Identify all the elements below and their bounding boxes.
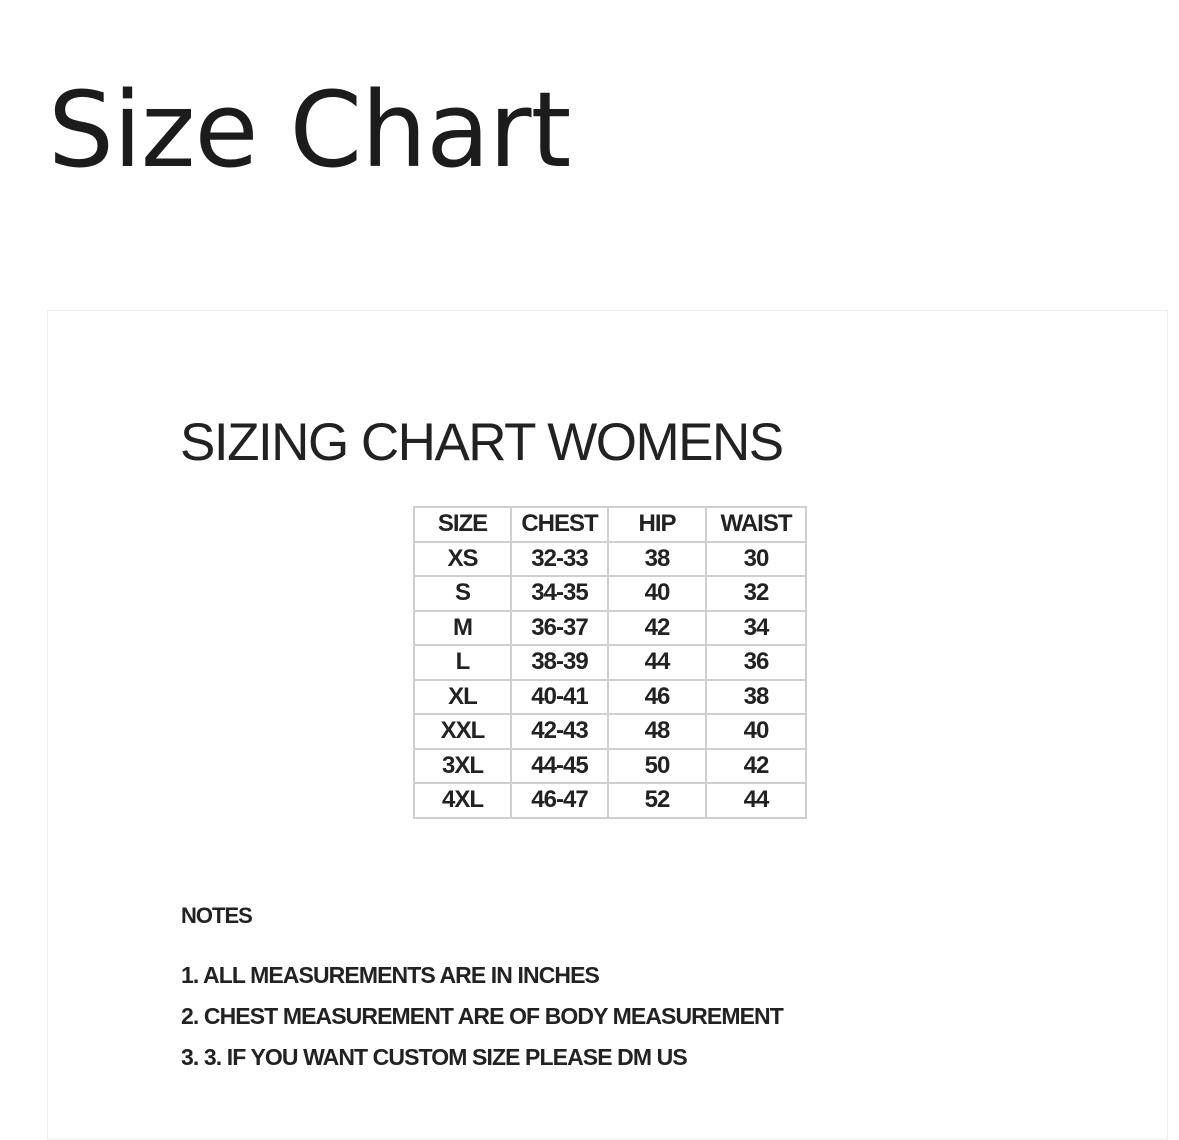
table-row: XL 40-41 46 38	[413, 678, 807, 715]
column-header: WAIST	[705, 506, 807, 543]
table-cell: S	[413, 575, 512, 612]
table-cell: 30	[705, 540, 807, 577]
table-cell: 34	[705, 609, 807, 646]
note-item: 3. 3. IF YOU WANT CUSTOM SIZE PLEASE DM …	[181, 1044, 688, 1070]
note-item: 2. CHEST MEASUREMENT ARE OF BODY MEASURE…	[181, 1003, 784, 1029]
table-cell: 40	[607, 575, 707, 612]
table-cell: 32	[705, 575, 807, 612]
table-cell: 36-37	[510, 609, 609, 646]
table-cell: 44	[705, 782, 807, 819]
size-table: SIZE CHEST HIP WAIST XS 32-33 38 30 S 34-35 40 32 M…	[413, 506, 807, 819]
column-header: HIP	[607, 506, 707, 543]
table-cell: 32-33	[510, 540, 609, 577]
table-cell: 38	[607, 540, 707, 577]
table-cell: 3XL	[413, 747, 512, 784]
table-cell: XS	[413, 540, 512, 577]
table-cell: 48	[607, 713, 707, 750]
table-cell: XXL	[413, 713, 512, 750]
table-header-row: SIZE CHEST HIP WAIST	[413, 506, 807, 543]
column-header: SIZE	[413, 506, 512, 543]
note-item: 1. ALL MEASUREMENTS ARE IN INCHES	[181, 962, 600, 988]
page-title: Size Chart	[48, 69, 571, 191]
table-cell: 42-43	[510, 713, 609, 750]
table-cell: 52	[607, 782, 707, 819]
table-cell: 38	[705, 678, 807, 715]
size-chart-image: SIZING CHART WOMENS SIZE CHEST HIP WAIST XS…	[47, 310, 1168, 1140]
table-cell: 42	[607, 609, 707, 646]
chart-heading: SIZING CHART WOMENS	[180, 413, 784, 472]
table-cell: 40-41	[510, 678, 609, 715]
notes-list: 1. ALL MEASUREMENTS ARE IN INCHES 2. CHES…	[181, 961, 784, 1084]
table-cell: 46-47	[510, 782, 609, 819]
table-cell: 4XL	[413, 782, 512, 819]
table-row: L 38-39 44 36	[413, 644, 807, 681]
table-row: 3XL 44-45 50 42	[413, 747, 807, 784]
table-row: 4XL 46-47 52 44	[413, 782, 807, 819]
table-cell: M	[413, 609, 512, 646]
table-cell: XL	[413, 678, 512, 715]
notes-title: NOTES	[181, 903, 253, 928]
table-cell: 42	[705, 747, 807, 784]
table-cell: 44	[607, 644, 707, 681]
table-row: XS 32-33 38 30	[413, 540, 807, 577]
table-cell: 44-45	[510, 747, 609, 784]
table-cell: 46	[607, 678, 707, 715]
table-cell: 36	[705, 644, 807, 681]
table-row: M 36-37 42 34	[413, 609, 807, 646]
table-cell: 38-39	[510, 644, 609, 681]
table-cell: 34-35	[510, 575, 609, 612]
table-cell: L	[413, 644, 512, 681]
table-cell: 50	[607, 747, 707, 784]
table-row: XXL 42-43 48 40	[413, 713, 807, 750]
table-cell: 40	[705, 713, 807, 750]
table-row: S 34-35 40 32	[413, 575, 807, 612]
column-header: CHEST	[510, 506, 609, 543]
